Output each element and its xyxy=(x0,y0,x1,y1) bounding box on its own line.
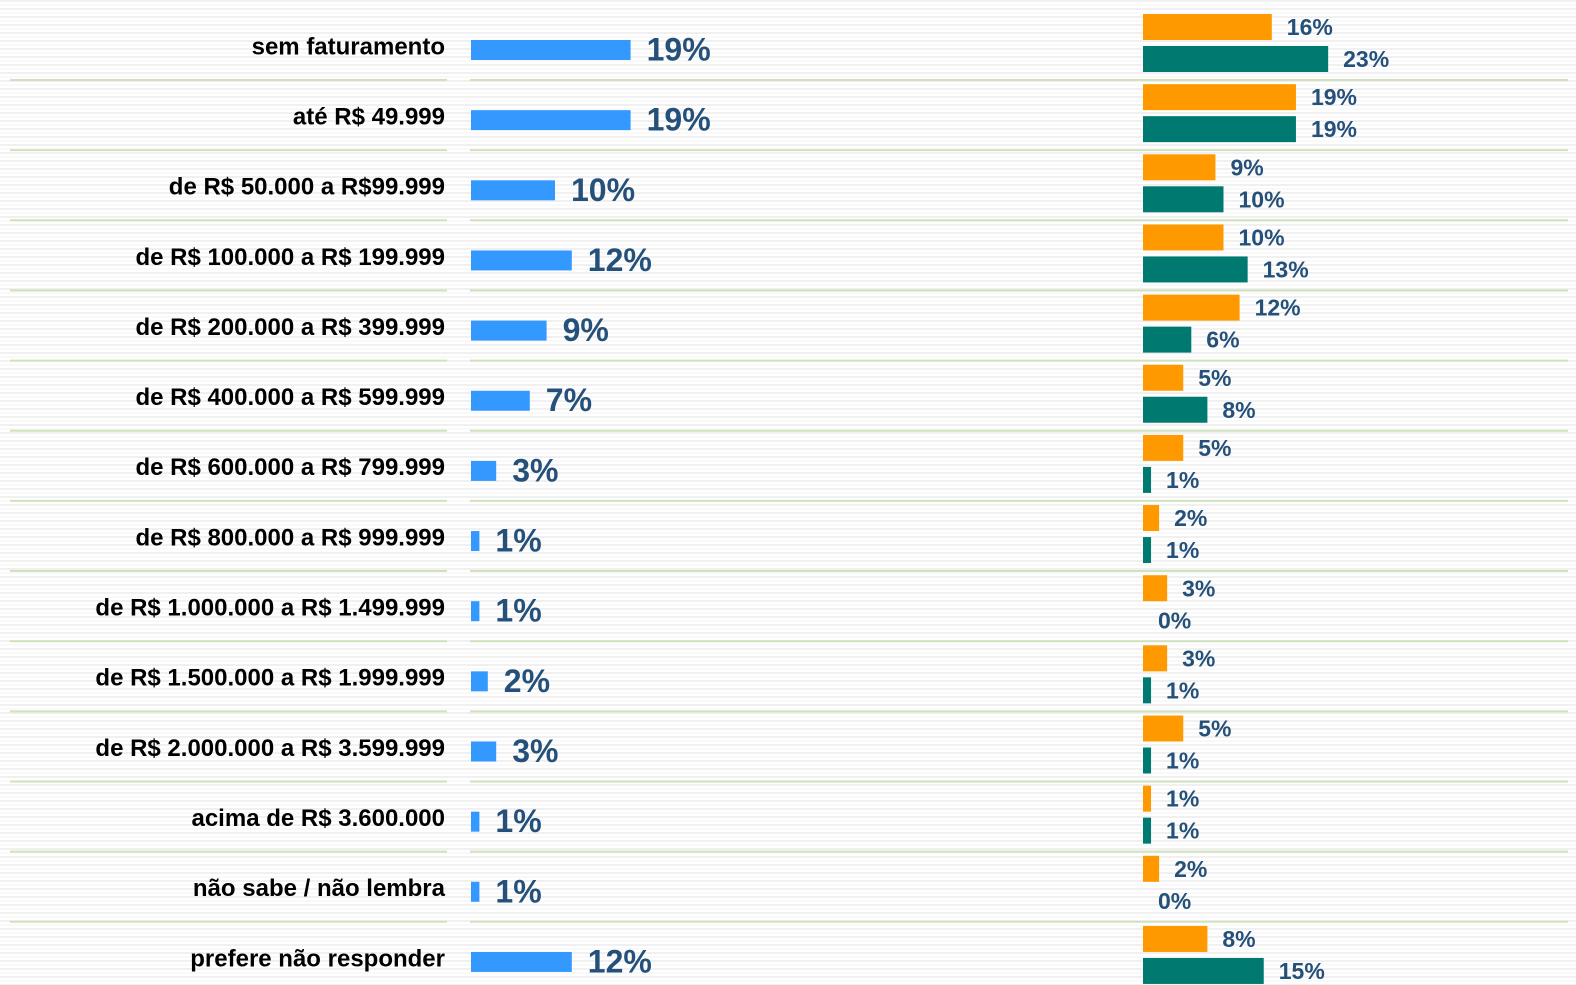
category-label: de R$ 50.000 a R$99.999 xyxy=(169,174,445,201)
bar xyxy=(1143,14,1272,40)
value-label: 10% xyxy=(571,172,635,208)
bar xyxy=(471,460,497,481)
value-label: 1% xyxy=(1166,677,1199,703)
value-label: 23% xyxy=(1343,46,1389,72)
bar xyxy=(1143,294,1240,321)
bar xyxy=(471,390,530,411)
value-label: 8% xyxy=(1222,397,1255,423)
value-label: 15% xyxy=(1279,958,1325,984)
bar xyxy=(1143,957,1264,984)
value-label: 1% xyxy=(1166,467,1199,493)
bar xyxy=(471,40,631,60)
category-label: sem faturamento xyxy=(252,33,445,60)
category-label: de R$ 200.000 a R$ 399.999 xyxy=(135,314,445,341)
bar xyxy=(471,671,488,692)
bar xyxy=(1143,747,1152,774)
bar xyxy=(1143,364,1184,391)
bar xyxy=(1143,505,1160,532)
bar xyxy=(471,811,480,832)
value-label: 5% xyxy=(1198,435,1231,461)
bar xyxy=(471,951,572,972)
bar xyxy=(1143,785,1152,812)
value-label: 9% xyxy=(563,312,609,348)
value-label: 1% xyxy=(1166,537,1199,563)
bar xyxy=(471,881,480,902)
value-label: 1% xyxy=(495,803,541,839)
bar xyxy=(1143,116,1296,143)
value-label: 0% xyxy=(1158,607,1191,633)
bar xyxy=(1143,396,1208,423)
category-label: de R$ 800.000 a R$ 999.999 xyxy=(135,524,445,551)
bar xyxy=(1143,715,1184,742)
bar xyxy=(1143,817,1152,844)
value-label: 5% xyxy=(1198,365,1231,391)
bar xyxy=(1143,575,1168,602)
value-label: 2% xyxy=(1174,505,1207,531)
bar xyxy=(1143,84,1296,111)
value-label: 19% xyxy=(647,31,711,67)
value-label: 7% xyxy=(546,382,592,418)
bar xyxy=(1143,224,1224,251)
value-label: 19% xyxy=(1311,116,1357,142)
value-label: 16% xyxy=(1287,14,1333,40)
value-label: 8% xyxy=(1222,926,1255,952)
bar xyxy=(1143,645,1168,672)
category-label: de R$ 100.000 a R$ 199.999 xyxy=(135,244,445,271)
bar xyxy=(1143,855,1160,882)
value-label: 9% xyxy=(1230,154,1263,180)
bar xyxy=(471,741,497,762)
bar xyxy=(471,601,480,622)
bar xyxy=(471,110,631,131)
bar xyxy=(471,250,572,271)
value-label: 3% xyxy=(512,452,558,488)
category-label: prefere não responder xyxy=(190,945,445,972)
category-label: de R$ 600.000 a R$ 799.999 xyxy=(135,454,445,481)
value-label: 3% xyxy=(1182,575,1215,601)
value-label: 1% xyxy=(495,523,541,559)
value-label: 3% xyxy=(1182,645,1215,671)
bar xyxy=(1143,46,1329,72)
value-label: 13% xyxy=(1263,257,1309,283)
value-label: 5% xyxy=(1198,716,1231,742)
value-label: 0% xyxy=(1158,888,1191,914)
category-label: não sabe / não lembra xyxy=(193,875,446,902)
bar xyxy=(471,531,480,552)
value-label: 2% xyxy=(504,663,550,699)
value-label: 10% xyxy=(1239,186,1285,212)
category-label: de R$ 400.000 a R$ 599.999 xyxy=(135,384,445,411)
bar xyxy=(1143,925,1208,952)
value-label: 1% xyxy=(1166,818,1199,844)
bar xyxy=(1143,677,1152,704)
category-label: acima de R$ 3.600.000 xyxy=(191,805,445,832)
bar xyxy=(1143,186,1224,213)
category-label: de R$ 2.000.000 a R$ 3.599.999 xyxy=(95,735,445,762)
value-label: 1% xyxy=(1166,786,1199,812)
value-label: 12% xyxy=(588,242,652,278)
category-label: até R$ 49.999 xyxy=(293,103,445,130)
value-label: 10% xyxy=(1239,225,1285,251)
bar xyxy=(471,320,547,341)
bar xyxy=(1143,466,1152,493)
value-label: 12% xyxy=(588,943,652,979)
category-label: de R$ 1.000.000 a R$ 1.499.999 xyxy=(95,595,445,622)
value-label: 19% xyxy=(1311,84,1357,110)
value-label: 2% xyxy=(1174,856,1207,882)
value-label: 1% xyxy=(495,593,541,629)
bar xyxy=(1143,434,1184,461)
bar xyxy=(1143,537,1152,564)
value-label: 1% xyxy=(495,873,541,909)
value-label: 1% xyxy=(1166,748,1199,774)
value-label: 3% xyxy=(512,733,558,769)
bar xyxy=(1143,326,1192,353)
category-label: de R$ 1.500.000 a R$ 1.999.999 xyxy=(95,665,445,692)
value-label: 6% xyxy=(1206,327,1239,353)
value-label: 19% xyxy=(647,102,711,138)
bar xyxy=(1143,154,1216,181)
bar xyxy=(1143,256,1248,283)
bar xyxy=(471,180,555,201)
value-label: 12% xyxy=(1255,295,1301,321)
